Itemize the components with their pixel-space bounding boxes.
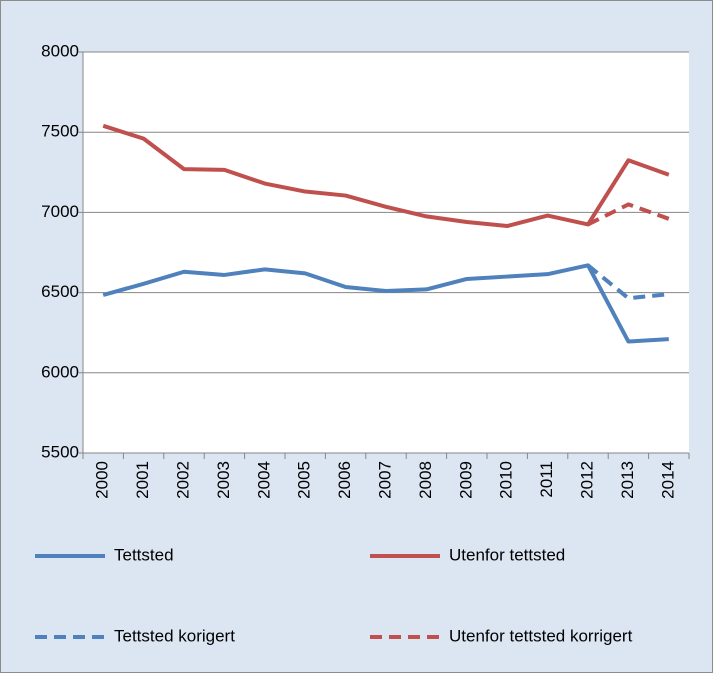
x-tick-label: 2008 — [416, 461, 435, 499]
x-tick-label: 2001 — [133, 461, 152, 499]
plot-area — [83, 52, 689, 453]
series-line — [102, 263, 669, 344]
legend-label: Tettsted — [114, 545, 174, 564]
series-line — [587, 202, 670, 227]
y-tick-label: 6000 — [41, 362, 79, 381]
y-tick-label: 5500 — [41, 442, 79, 461]
x-tick-label: 2013 — [618, 461, 637, 499]
legend-label: Tettsted korigert — [114, 626, 235, 645]
x-tick-label: 2005 — [295, 461, 314, 499]
legend-label: Utenfor tettsted korrigert — [449, 626, 633, 645]
x-tick-label: 2010 — [497, 461, 516, 499]
y-tick-label: 6500 — [41, 282, 79, 301]
x-tick-label: 2011 — [537, 461, 556, 498]
x-tick-label: 2014 — [658, 461, 677, 499]
y-tick-label: 8000 — [41, 41, 79, 60]
x-tick-label: 2003 — [214, 461, 233, 499]
y-tick-label: 7500 — [41, 122, 79, 141]
x-tick-label: 2002 — [173, 461, 192, 499]
x-tick-label: 2006 — [335, 461, 354, 499]
x-tick-label: 2000 — [93, 461, 112, 499]
legend-label: Utenfor tettsted — [449, 545, 565, 564]
series-line — [586, 263, 669, 301]
x-tick-label: 2009 — [456, 461, 475, 499]
y-tick-label: 7000 — [41, 202, 79, 221]
x-tick-label: 2012 — [577, 461, 596, 499]
x-tick-label: 2007 — [375, 461, 394, 499]
series-line — [102, 123, 670, 229]
x-tick-label: 2004 — [254, 461, 273, 499]
